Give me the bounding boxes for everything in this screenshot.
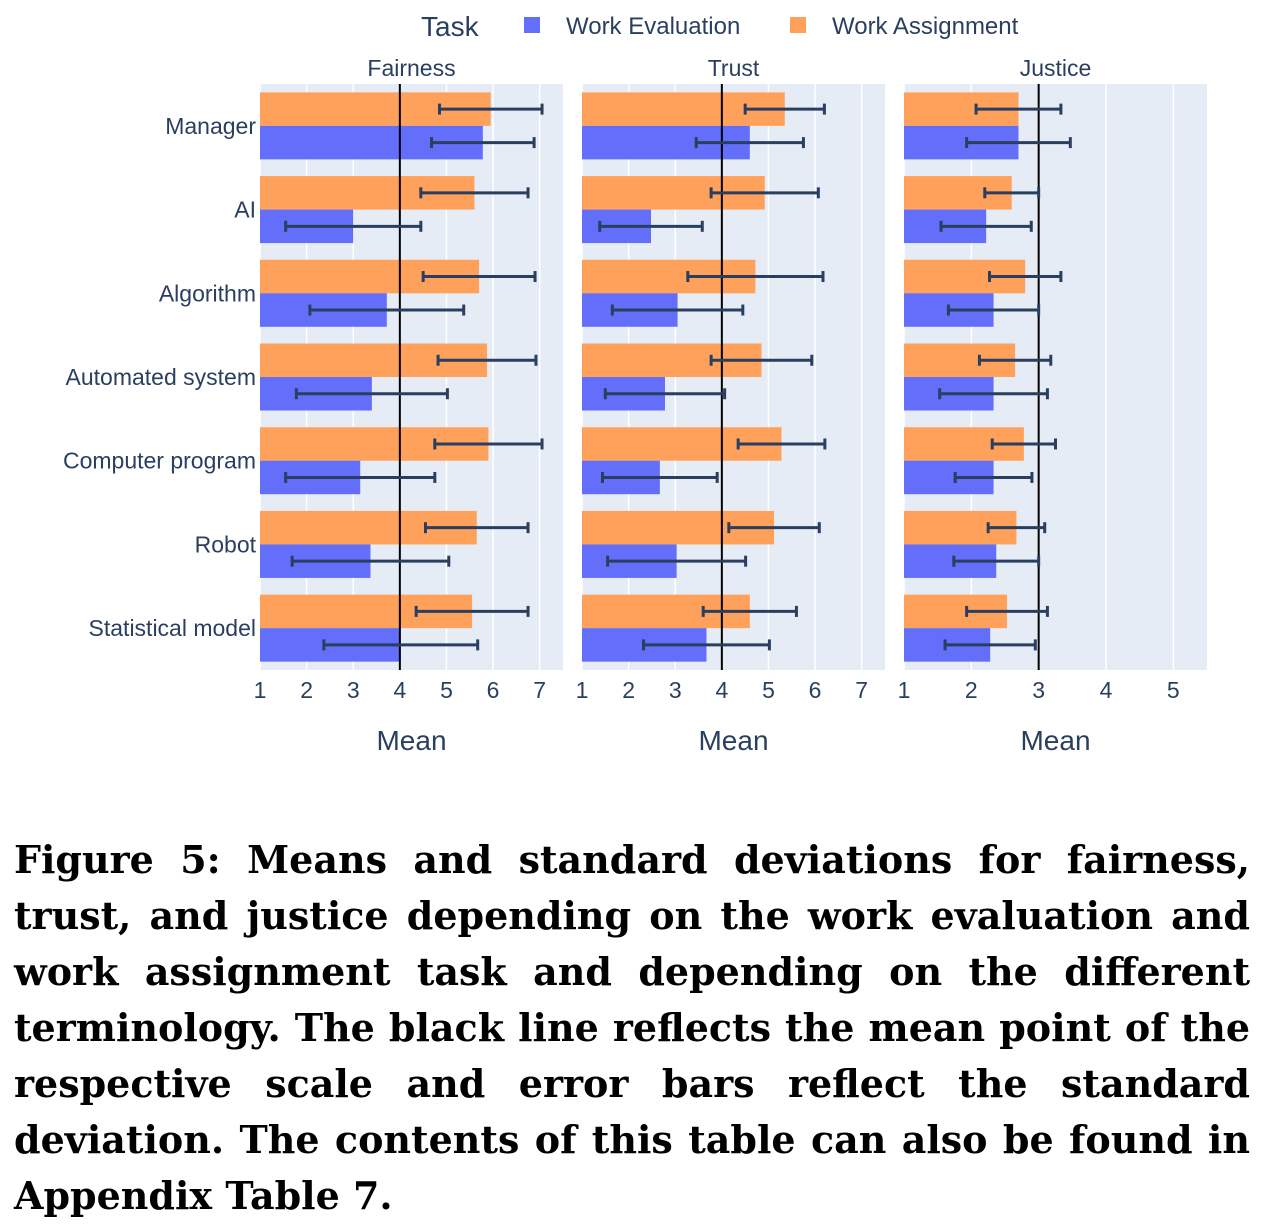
panel-trust: 1 2 3 4 5 6 7 Trust Mean — [576, 55, 885, 756]
error-bar-work-assignment — [423, 522, 530, 534]
error-bar-work-assignment — [990, 438, 1057, 450]
error-bar-work-evaluation — [294, 388, 449, 400]
error-bar-work-evaluation — [642, 639, 771, 651]
category-label-automated-system: Automated system — [66, 364, 256, 390]
category-label-algorithm: Algorithm — [159, 280, 256, 306]
error-bar-work-assignment — [421, 271, 537, 283]
x-tick-label: 1 — [898, 677, 911, 703]
legend-label-work-assignment: Work Assignment — [832, 13, 1019, 40]
error-bar-work-assignment — [436, 354, 538, 366]
error-bar-work-assignment — [743, 103, 826, 115]
x-tick-label: 6 — [487, 677, 500, 703]
error-bar-work-assignment — [986, 522, 1047, 534]
chart-panels: Manager AI Algorithm Automated system Comput… — [63, 55, 1207, 756]
category-label-computer-program: Computer program — [63, 448, 256, 474]
error-bar-work-assignment — [686, 271, 825, 283]
x-tick-label: 2 — [965, 677, 978, 703]
panel-title-fairness: Fairness — [367, 55, 455, 81]
x-axis-title: Mean — [376, 725, 446, 756]
error-bar-work-assignment — [983, 187, 1041, 199]
panel-fairness: 1 2 3 4 5 6 7 Fairness Mean — [254, 55, 563, 756]
error-bar-work-evaluation — [598, 220, 704, 232]
x-axis-title: Mean — [698, 725, 768, 756]
x-tick-label: 5 — [1167, 677, 1180, 703]
error-bar-work-assignment — [433, 438, 544, 450]
legend: Task Work Evaluation Work Assignment — [421, 11, 1019, 42]
x-tick-label: 5 — [762, 677, 775, 703]
error-bar-work-evaluation — [322, 639, 480, 651]
x-tick-label: 6 — [809, 677, 822, 703]
error-bar-work-evaluation — [946, 304, 1041, 316]
error-bar-work-evaluation — [965, 137, 1072, 149]
x-tick-label: 4 — [393, 677, 406, 703]
x-axis-title: Mean — [1020, 725, 1090, 756]
error-bar-work-assignment — [988, 271, 1063, 283]
error-bar-work-evaluation — [601, 471, 719, 483]
error-bar-work-evaluation — [308, 304, 466, 316]
error-bar-work-evaluation — [610, 304, 745, 316]
error-bar-work-assignment — [414, 605, 530, 617]
error-bar-work-evaluation — [430, 137, 536, 149]
faceted-bar-chart: Task Work Evaluation Work Assignment Man… — [63, 11, 1207, 756]
x-tick-label: 4 — [1100, 677, 1113, 703]
category-label-manager: Manager — [165, 113, 256, 139]
figure-caption: Figure 5: Means and standard deviations … — [14, 837, 1250, 1218]
error-bar-work-evaluation — [284, 220, 423, 232]
error-bar-work-assignment — [736, 438, 827, 450]
x-tick-label: 4 — [715, 677, 728, 703]
legend-title: Task — [421, 11, 480, 42]
error-bar-work-assignment — [727, 522, 821, 534]
x-tick-label: 3 — [347, 677, 360, 703]
x-tick-label: 3 — [1032, 677, 1045, 703]
legend-swatch-work-evaluation[interactable] — [524, 17, 540, 33]
error-bar-work-assignment — [965, 605, 1049, 617]
x-tick-label: 7 — [855, 677, 868, 703]
x-tick-label: 2 — [300, 677, 313, 703]
x-tick-label: 3 — [669, 677, 682, 703]
error-bar-work-evaluation — [938, 388, 1049, 400]
error-bar-work-evaluation — [603, 388, 727, 400]
x-tick-label: 2 — [622, 677, 635, 703]
error-bar-work-assignment — [974, 103, 1063, 115]
error-bar-work-evaluation — [606, 555, 748, 567]
x-tick-label: 1 — [576, 677, 589, 703]
error-bar-work-evaluation — [939, 220, 1033, 232]
panel-title-justice: Justice — [1020, 55, 1092, 81]
error-bar-work-assignment — [709, 187, 820, 199]
legend-label-work-evaluation: Work Evaluation — [566, 13, 740, 40]
error-bar-work-assignment — [701, 605, 798, 617]
error-bar-work-evaluation — [290, 555, 451, 567]
error-bar-work-assignment — [977, 354, 1053, 366]
error-bar-work-assignment — [419, 187, 530, 199]
x-tick-label: 5 — [440, 677, 453, 703]
error-bar-work-evaluation — [943, 639, 1037, 651]
error-bar-work-evaluation — [284, 471, 437, 483]
category-label-ai: AI — [234, 197, 256, 223]
panel-title-trust: Trust — [708, 55, 760, 81]
x-tick-label: 1 — [254, 677, 267, 703]
error-bar-work-evaluation — [953, 471, 1034, 483]
error-bar-work-assignment — [437, 103, 544, 115]
category-label-robot: Robot — [195, 531, 257, 557]
legend-swatch-work-assignment[interactable] — [790, 17, 806, 33]
x-tick-label: 7 — [533, 677, 546, 703]
error-bar-work-evaluation — [952, 555, 1041, 567]
error-bar-work-evaluation — [694, 137, 805, 149]
panel-justice: 1 2 3 4 5 Justice Mean — [898, 55, 1207, 756]
category-label-statistical-model: Statistical model — [89, 615, 256, 641]
error-bar-work-assignment — [709, 354, 814, 366]
